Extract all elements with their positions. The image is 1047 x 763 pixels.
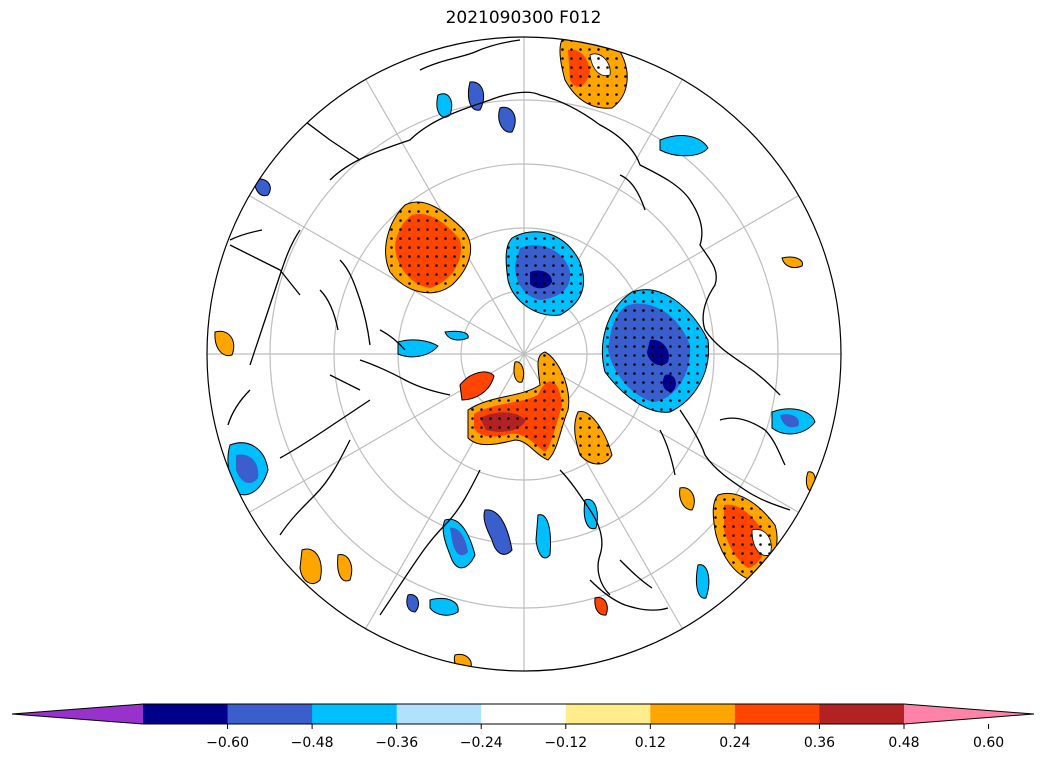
anomaly-blue-pole <box>505 231 585 316</box>
map-title: 2021090300 F012 <box>445 8 602 28</box>
anomaly-red-center <box>459 351 613 465</box>
anomaly-blue-small <box>227 81 816 616</box>
colorbar-outline <box>11 703 1035 725</box>
anomaly-orange-small <box>214 256 816 671</box>
colorbar-extend-high <box>904 704 1034 724</box>
colorbar-tick-label: −0.12 <box>544 735 588 751</box>
colorbar-segment <box>650 704 736 724</box>
colorbar-tick-label: −0.36 <box>375 735 419 751</box>
map-boundary <box>206 36 842 672</box>
colorbar-tick-label: 0.48 <box>888 735 920 751</box>
colorbar-tick-label: −0.60 <box>206 735 249 751</box>
anomaly-orange-pacific <box>712 493 778 581</box>
anomaly-blue-siberia <box>602 289 710 413</box>
colorbar-extend-low <box>12 704 143 724</box>
colorbar-segment <box>143 704 229 724</box>
colorbar-tick-label: 0.36 <box>803 735 836 751</box>
graticule <box>207 37 841 671</box>
colorbar-tick-label: 0.12 <box>634 735 666 751</box>
colorbar-segment <box>565 704 651 724</box>
coastlines <box>227 39 791 616</box>
anomaly-orange-greenland <box>385 201 472 294</box>
colorbar-tick-label: −0.48 <box>290 735 334 751</box>
colorbar-tick-label: 0.24 <box>719 735 751 751</box>
anomaly-orange-top <box>559 38 628 109</box>
colorbar-segment <box>734 704 820 724</box>
colorbar-segment <box>481 704 567 724</box>
colorbar-tick-label: 0.60 <box>972 735 1005 751</box>
colorbar-segment <box>227 704 313 724</box>
polar-map <box>206 36 842 672</box>
colorbar-segment <box>819 704 905 724</box>
colorbar-tick-label: −0.24 <box>459 735 503 751</box>
colorbar-segments <box>11 703 1035 729</box>
colorbar-segment <box>396 704 482 724</box>
colorbar-segment <box>312 704 398 724</box>
